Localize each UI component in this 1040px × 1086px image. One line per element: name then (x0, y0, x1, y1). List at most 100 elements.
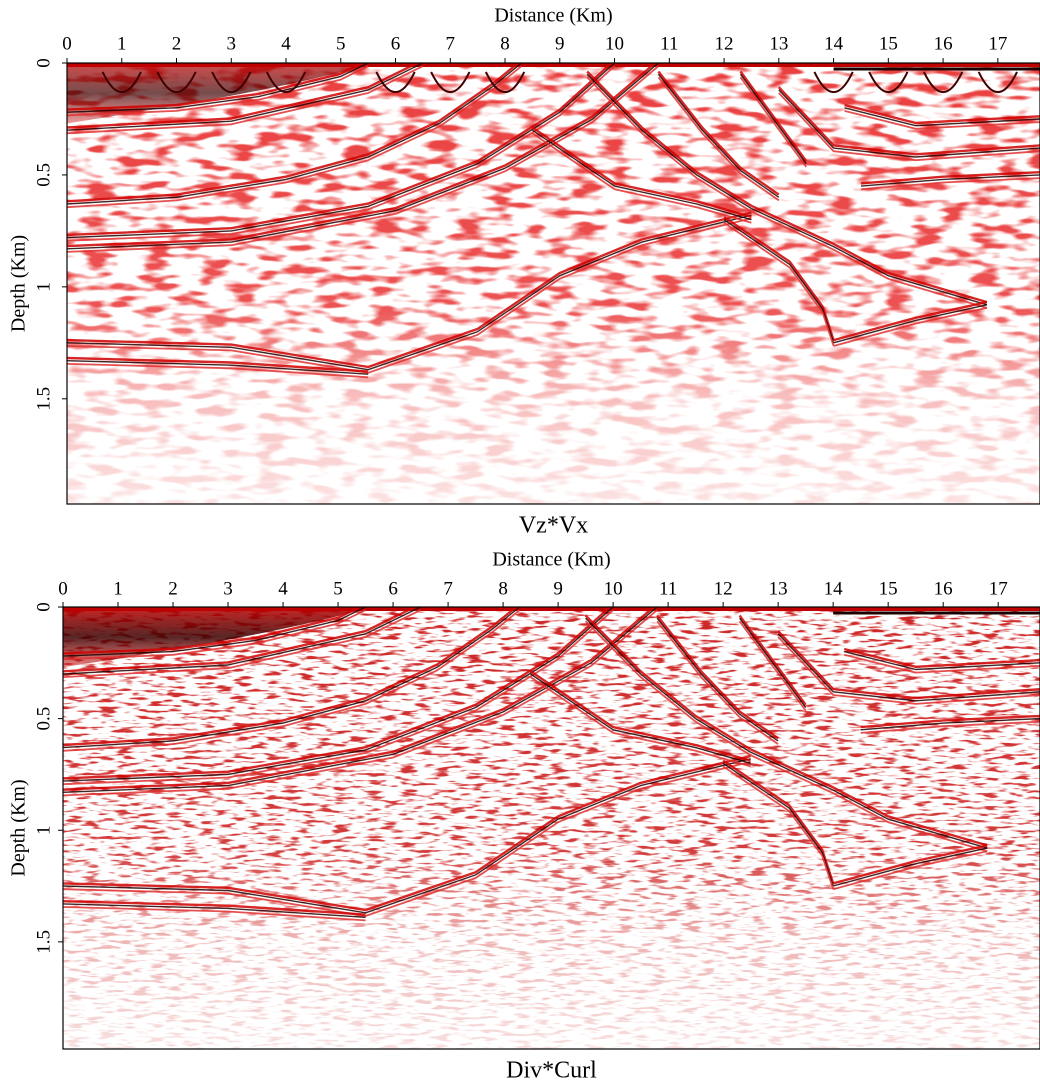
y-axis-title: Depth (Km) (8, 235, 30, 332)
panel-title: Div*Curl (506, 1058, 597, 1084)
reflector (777, 636, 1040, 705)
x-tick-label: 1 (113, 578, 123, 599)
reflector (584, 620, 752, 756)
reflector (723, 216, 835, 341)
diffraction (430, 71, 471, 93)
reflector (739, 617, 807, 708)
reflector (586, 73, 752, 210)
reflector (63, 609, 521, 752)
x-tick-label: 14 (824, 33, 844, 54)
x-tick-label: 8 (500, 33, 510, 54)
shallow-band (63, 607, 372, 668)
reflector (777, 630, 1040, 700)
reflector (67, 65, 424, 135)
reflector (739, 76, 807, 168)
x-tick-label: 5 (333, 578, 343, 599)
y-tick-label: 1.5 (33, 930, 54, 954)
x-tick-label: 13 (769, 578, 788, 599)
x-tick-label: 17 (989, 578, 1008, 599)
x-tick-label: 4 (281, 33, 291, 54)
y-tick-label: 0 (33, 58, 54, 68)
x-tick-label: 11 (659, 578, 677, 599)
x-tick-label: 12 (715, 33, 734, 54)
reflector (860, 720, 1040, 734)
reflector (63, 609, 614, 786)
reflector (833, 307, 988, 347)
diffraction (977, 71, 1018, 93)
diffraction (101, 71, 142, 93)
reflector (739, 70, 808, 162)
reflector (67, 211, 752, 369)
x-tick-label: 0 (58, 578, 68, 599)
reflector (832, 850, 988, 891)
reflector (63, 607, 519, 747)
reflector (63, 609, 366, 661)
reflector (67, 217, 752, 374)
reflector (67, 63, 366, 111)
reflector (63, 607, 418, 673)
reflector (657, 73, 780, 198)
reflector (67, 360, 369, 375)
x-tick-label: 14 (824, 578, 844, 599)
y-tick-label: 1.5 (33, 387, 54, 411)
reflector (63, 607, 421, 675)
x-tick-label: 8 (498, 578, 508, 599)
reflector (67, 356, 369, 373)
x-tick-label: 7 (446, 33, 456, 54)
reflector (860, 171, 1040, 185)
reflector (67, 65, 369, 117)
panel-title: Vz*Vx (519, 513, 588, 539)
x-tick-label: 4 (278, 578, 288, 599)
x-tick-label: 9 (555, 33, 565, 54)
reflector (656, 617, 779, 742)
x-tick-label: 7 (443, 578, 453, 599)
x-tick-label: 16 (934, 33, 953, 54)
reflector (586, 76, 752, 213)
reflector (750, 751, 988, 849)
reflector (844, 110, 1040, 130)
shallow-band (67, 63, 374, 124)
reflector (67, 63, 521, 203)
reflector (844, 650, 1040, 671)
reflector (750, 204, 988, 304)
reflector (63, 607, 366, 657)
reflector (530, 676, 751, 768)
y-tick-label: 1 (33, 825, 54, 835)
y-tick-label: 0.5 (33, 163, 54, 187)
reflector (67, 63, 658, 248)
reflector (833, 304, 988, 344)
reflector (532, 129, 752, 221)
reflector (722, 765, 835, 890)
y-tick-label: 0 (33, 602, 54, 612)
reflector (67, 63, 659, 250)
plot-frame (62, 606, 1040, 1050)
reflector (843, 653, 1040, 674)
reflector (751, 210, 988, 309)
reflector (67, 65, 616, 242)
reflector (67, 63, 369, 113)
seismic-image (63, 607, 1040, 1049)
x-tick-label: 6 (388, 578, 398, 599)
reflector (722, 762, 834, 887)
x-tick-label: 6 (391, 33, 401, 54)
reflector (738, 620, 807, 712)
reflector (750, 748, 988, 847)
reflector (843, 647, 1040, 668)
reflector (63, 900, 366, 916)
diffraction (156, 71, 197, 93)
reflector (656, 620, 779, 745)
reflector (67, 65, 523, 209)
diffraction (211, 71, 252, 93)
x-tick-label: 10 (604, 578, 623, 599)
reflector (63, 609, 658, 797)
reflector (63, 906, 366, 922)
diffraction (375, 71, 416, 93)
reflector (723, 219, 835, 344)
x-tick-label: 0 (62, 33, 72, 54)
x-tick-label: 3 (227, 33, 237, 54)
y-tick-label: 0.5 (33, 707, 54, 731)
plot-frame (66, 62, 1040, 505)
reflector (529, 670, 751, 762)
